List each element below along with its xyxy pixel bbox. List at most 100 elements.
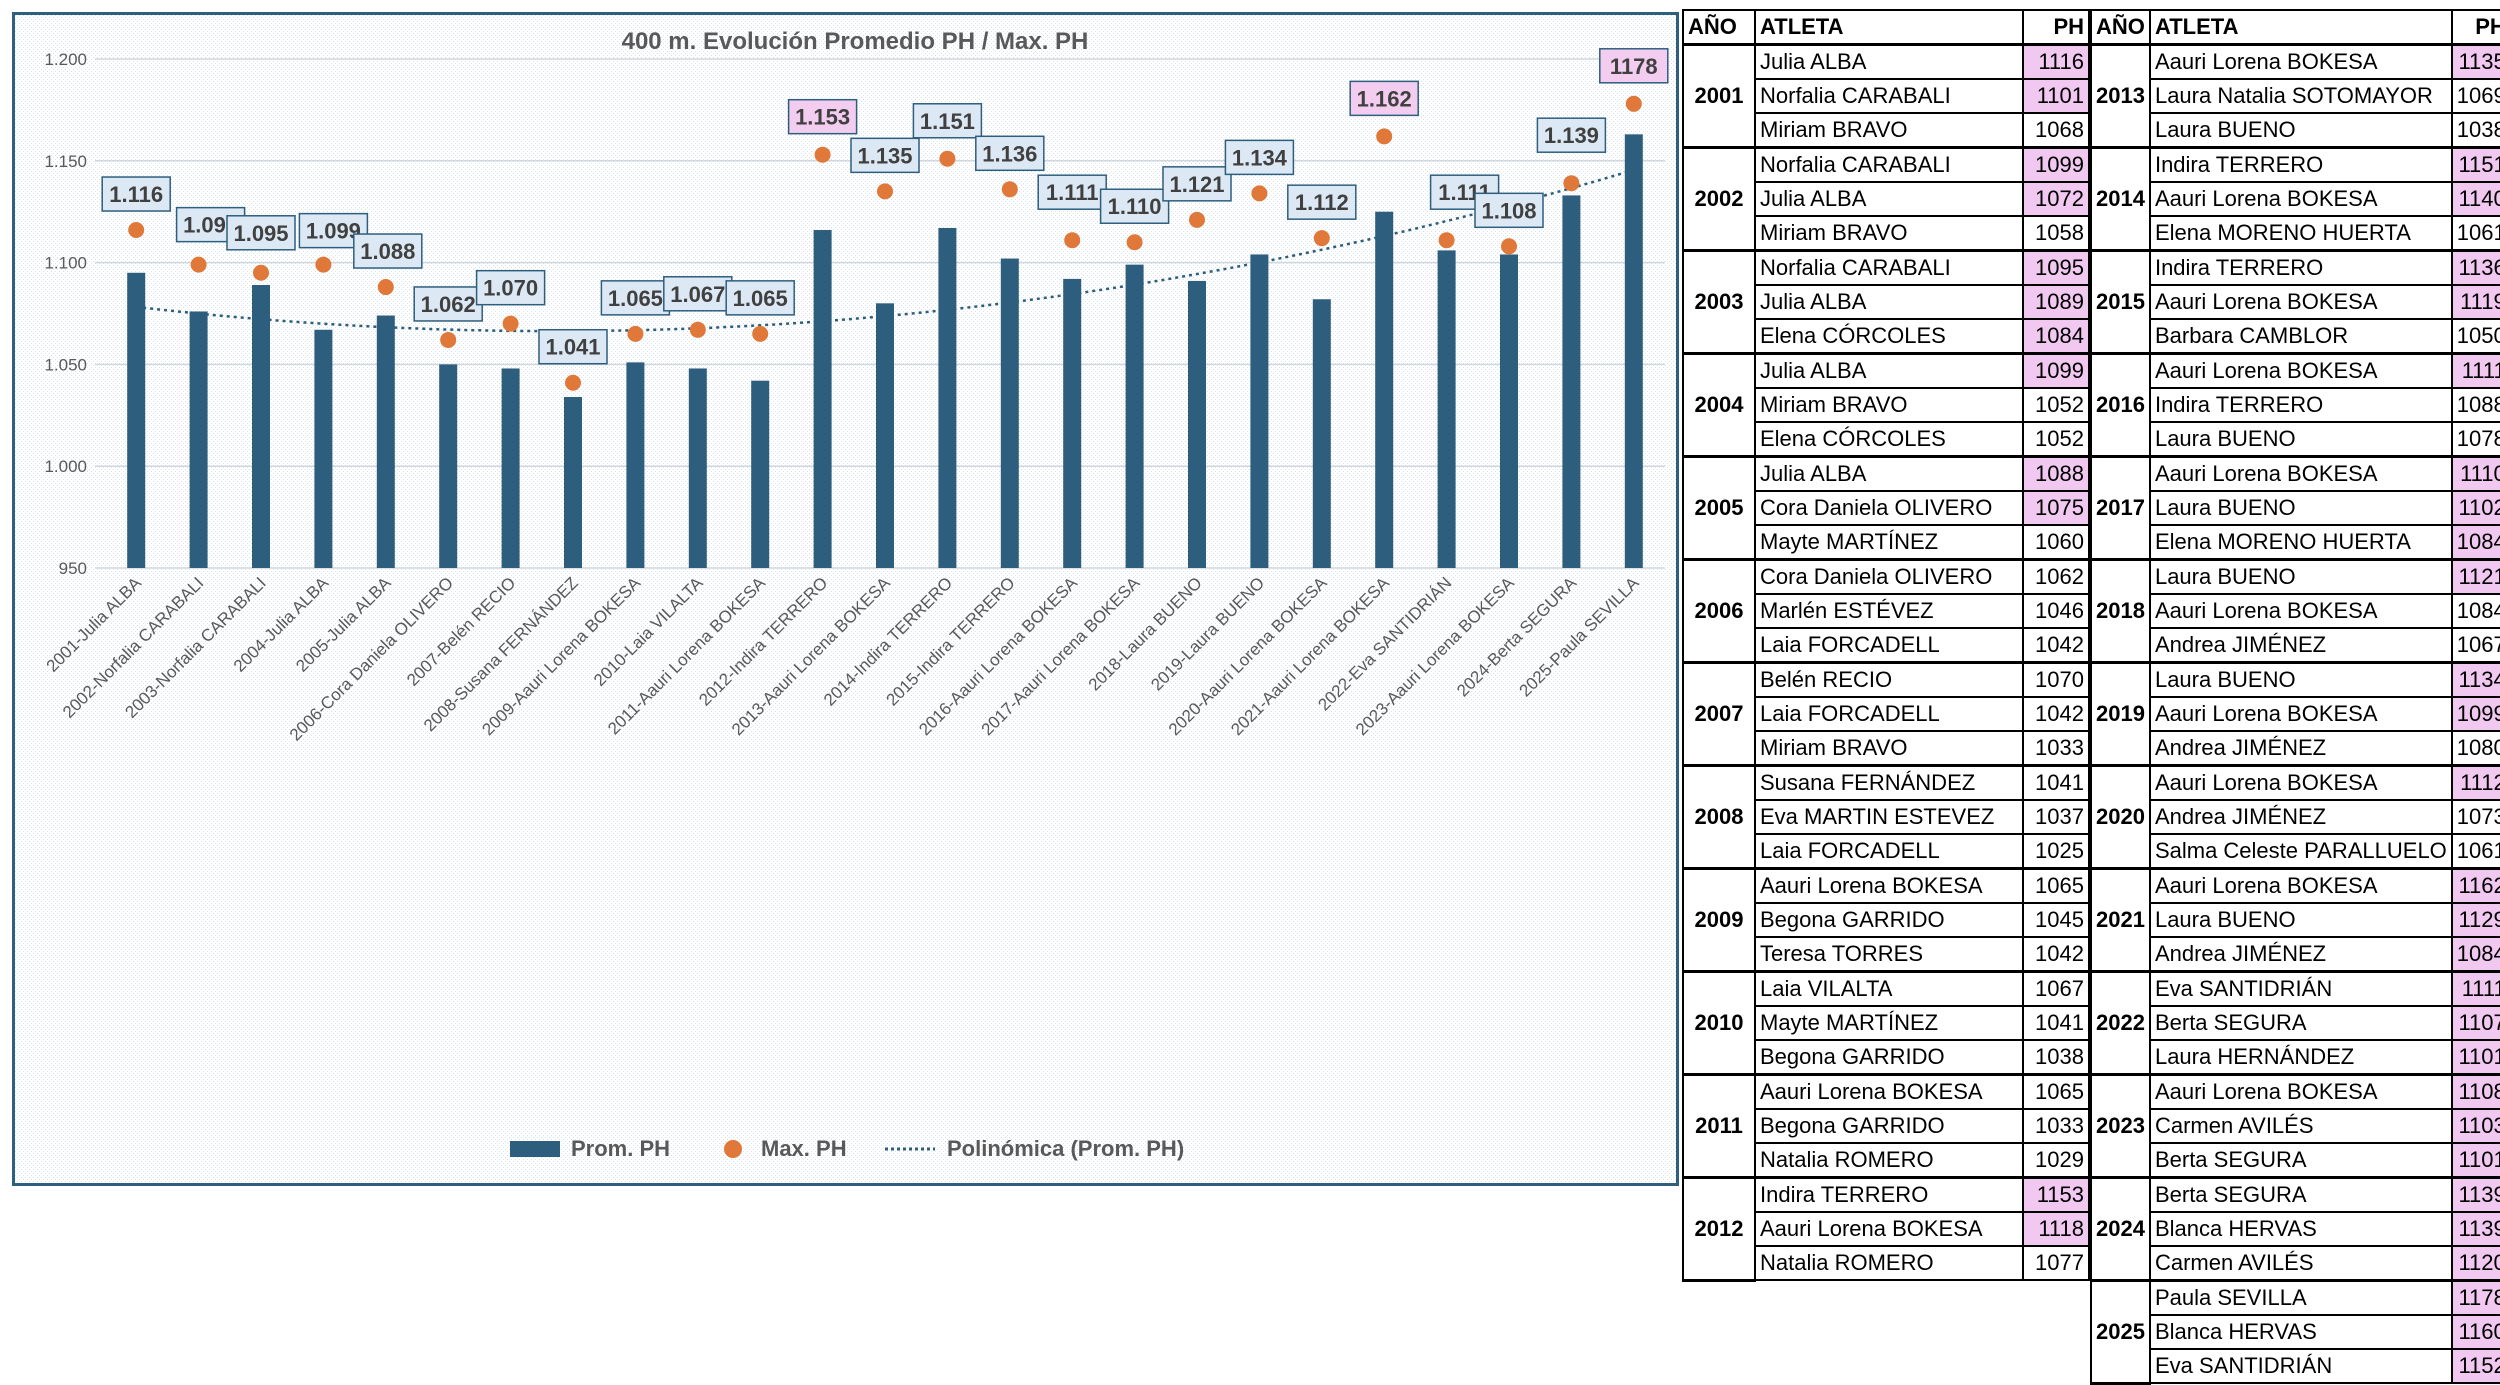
ph-cell: 1046 [2022, 593, 2090, 629]
athlete-cell: Aauri Lorena BOKESA [2148, 764, 2453, 801]
dot-max-ph [1563, 175, 1580, 192]
ph-cell: 1072 [2022, 181, 2090, 217]
athlete-cell: Andrea JIMÉNEZ [2148, 730, 2453, 767]
athlete-cell: Laura BUENO [2148, 558, 2453, 595]
table-row: 2002 Norfalia CARABALI 1099 [1682, 146, 2090, 252]
table-row: Miriam BRAVO 1068 [1683, 112, 2090, 149]
table-row: Aauri Lorena BOKESA1140 [2091, 181, 2500, 217]
ph-cell: 1099 [2022, 352, 2090, 389]
year-cell: 2001 [1682, 43, 1756, 149]
ph-cell: 1088 [2022, 455, 2090, 492]
trendline-polinomica [136, 168, 1635, 333]
athlete-cell: Miriam BRAVO [1754, 112, 2024, 149]
year-cell: 2017 [2090, 455, 2151, 561]
athlete-cell: Julia ALBA [1754, 284, 2024, 320]
data-label-box [413, 286, 483, 322]
bar-prom-ph [314, 329, 333, 568]
results-table-left: AÑO ATLETA PH 2001 Julia ALBA 1116 Norfalia… [1682, 9, 2090, 1282]
dot-max-ph [502, 315, 519, 332]
athlete-cell: Berta SEGURA [2148, 1005, 2453, 1041]
year-cell: 2023 [2090, 1073, 2151, 1179]
table-row: Miriam BRAVO 1033 [1683, 730, 2090, 767]
ph-cell: 1151 [2450, 146, 2500, 183]
dot-max-ph [1376, 128, 1393, 145]
ph-cell: 1065 [2022, 1073, 2090, 1110]
year-cell: 2016 [2090, 352, 2151, 458]
ph-cell: 1084 [2022, 318, 2090, 355]
data-label: 1.112 [1295, 190, 1349, 215]
data-label: 1.062 [421, 292, 476, 317]
header-athlete: ATLETA [2148, 9, 2453, 46]
bar-prom-ph [1312, 299, 1331, 568]
ph-cell: 1118 [2022, 1211, 2090, 1247]
athlete-cell: Barbara CAMBLOR [2148, 318, 2453, 355]
ph-cell: 1068 [2022, 112, 2090, 149]
athlete-cell: Julia ALBA [1754, 455, 2024, 492]
year-cell: 2006 [1682, 558, 1756, 664]
bar-prom-ph [376, 315, 395, 568]
athlete-cell: Elena MORENO HUERTA [2148, 524, 2453, 561]
table-row: Laura BUENO1038 [2091, 112, 2500, 149]
athlete-cell: Marlén ESTÉVEZ [1754, 593, 2024, 629]
y-tick-label: 1.050 [44, 355, 87, 374]
year-cell: 2004 [1682, 352, 1756, 458]
ph-cell: 1129 [2450, 902, 2500, 938]
dot-max-ph [190, 256, 207, 273]
header-athlete: ATLETA [1754, 9, 2024, 46]
table-row: Mayte MARTÍNEZ 1060 [1683, 524, 2090, 561]
year-cell: 2005 [1682, 455, 1756, 561]
athlete-cell: Laura BUENO [2148, 112, 2453, 149]
ph-cell: 1119 [2450, 284, 2500, 320]
data-label-box [1536, 117, 1607, 153]
athlete-cell: Cora Daniela OLIVERO [1754, 558, 2024, 595]
table-row: Cora Daniela OLIVERO 1075 [1683, 490, 2090, 526]
dot-max-ph [440, 331, 457, 348]
table-row: Begona GARRIDO 1038 [1683, 1039, 2090, 1076]
dot-max-ph [1501, 238, 1517, 255]
data-label: 1.136 [982, 141, 1037, 166]
year-cell: 2024 [2090, 1176, 2151, 1282]
dot-max-ph [814, 146, 831, 163]
bar-prom-ph [439, 364, 458, 568]
data-label-box [538, 328, 608, 365]
table-row: 2005 Julia ALBA 1088 [1682, 455, 2090, 561]
data-label-box [975, 135, 1045, 172]
data-label-box [1599, 48, 1669, 84]
ph-cell: 1108 [2450, 1073, 2500, 1110]
data-label: 1.070 [483, 276, 538, 301]
athlete-cell: Aauri Lorena BOKESA [1754, 867, 2024, 904]
ph-cell: 1050 [2450, 318, 2500, 355]
chart-frame: 400 m. Evolución Promedio PH / Max. PH 9… [12, 12, 1679, 1186]
table-header-row: AÑO ATLETA PH [2090, 9, 2500, 46]
dot-max-ph [1438, 232, 1455, 249]
athlete-cell: Aauri Lorena BOKESA [2148, 696, 2453, 732]
table-row: Julia ALBA 1089 [1683, 284, 2090, 320]
dot-max-ph [877, 183, 893, 200]
athlete-cell: Carmen AVILÉS [2148, 1245, 2453, 1282]
year-cell: 2014 [2090, 146, 2151, 252]
athlete-cell: Elena MORENO HUERTA [2148, 215, 2453, 252]
ph-cell: 1037 [2022, 799, 2090, 835]
data-label: 1.134 [1232, 145, 1288, 170]
table-row: Laia FORCADELL 1025 [1683, 833, 2090, 870]
year-cell: 2021 [2090, 867, 2151, 973]
ph-cell: 1042 [2022, 696, 2090, 732]
athlete-cell: Julia ALBA [1754, 352, 2024, 389]
table-row: Aauri Lorena BOKESA1084 [2091, 593, 2500, 629]
ph-cell: 1075 [2022, 490, 2090, 526]
ph-cell: 1153 [2022, 1176, 2090, 1213]
data-label: 1.067 [670, 282, 725, 307]
legend-swatch-dot [724, 1140, 742, 1158]
year-cell: 2013 [2090, 43, 2151, 149]
ph-cell: 1052 [2022, 421, 2090, 458]
header-ph: PH [2022, 9, 2090, 46]
athlete-cell: Eva SANTIDRIÁN [2148, 970, 2453, 1007]
ph-cell: 1045 [2022, 902, 2090, 938]
table-row: 2010 Laia VILALTA 1067 [1682, 970, 2090, 1076]
athlete-cell: Norfalia CARABALI [1754, 78, 2024, 114]
bar-prom-ph [1125, 264, 1144, 568]
data-label: 1.110 [1108, 194, 1162, 219]
athlete-cell: Blanca HERVAS [2148, 1314, 2453, 1350]
athlete-cell: Norfalia CARABALI [1754, 146, 2024, 183]
data-label-box [850, 137, 920, 174]
